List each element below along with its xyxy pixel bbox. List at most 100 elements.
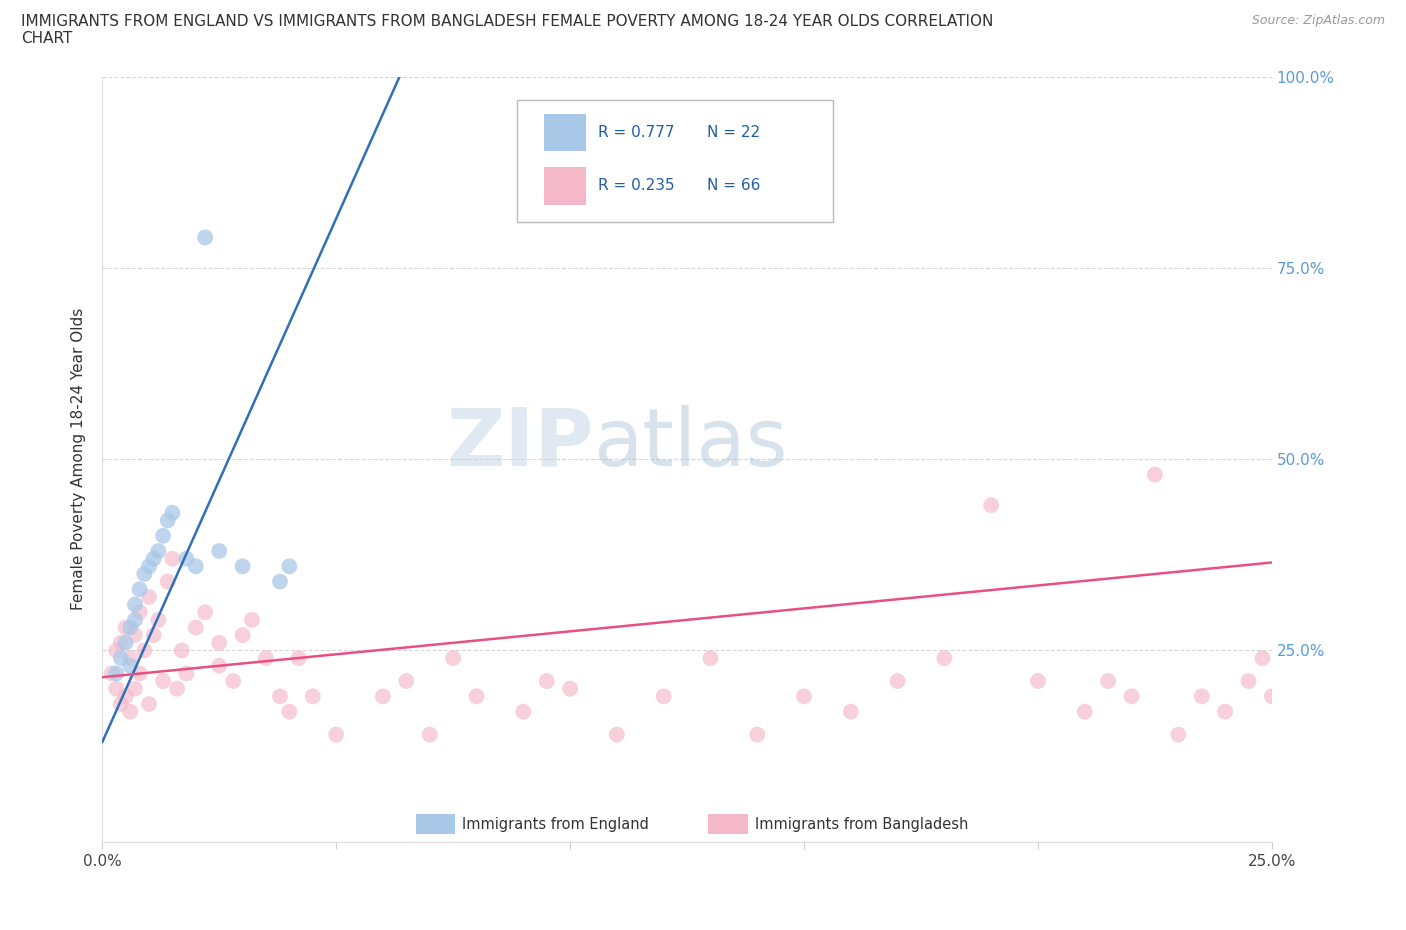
Point bbox=[124, 597, 146, 612]
Point bbox=[114, 620, 136, 635]
Point bbox=[176, 666, 198, 681]
Point bbox=[512, 704, 534, 719]
Point bbox=[269, 574, 291, 589]
Point bbox=[148, 613, 170, 628]
Point bbox=[1261, 689, 1284, 704]
Point bbox=[278, 704, 301, 719]
Point bbox=[1213, 704, 1236, 719]
Point bbox=[222, 673, 245, 688]
Point bbox=[128, 604, 150, 619]
Point bbox=[166, 682, 188, 697]
Point bbox=[170, 643, 193, 658]
Point bbox=[208, 544, 231, 559]
Point bbox=[105, 643, 128, 658]
Point bbox=[208, 635, 231, 650]
Point bbox=[980, 498, 1002, 512]
Text: R = 0.235: R = 0.235 bbox=[598, 179, 675, 193]
Text: N = 22: N = 22 bbox=[707, 125, 761, 140]
Point bbox=[100, 666, 122, 681]
Point bbox=[138, 590, 160, 604]
Point bbox=[128, 582, 150, 597]
Point bbox=[124, 613, 146, 628]
Point bbox=[110, 635, 132, 650]
Point bbox=[1097, 673, 1119, 688]
Text: R = 0.777: R = 0.777 bbox=[598, 125, 675, 140]
Point bbox=[441, 651, 464, 666]
Point bbox=[325, 727, 347, 742]
Point bbox=[1143, 467, 1166, 482]
Point bbox=[1074, 704, 1097, 719]
Point bbox=[152, 528, 174, 543]
Point bbox=[134, 643, 156, 658]
Point bbox=[184, 559, 207, 574]
Point bbox=[886, 673, 908, 688]
Point bbox=[699, 651, 721, 666]
Point bbox=[156, 513, 179, 528]
Point bbox=[124, 682, 146, 697]
Point bbox=[162, 551, 184, 566]
Point bbox=[114, 635, 136, 650]
Text: N = 66: N = 66 bbox=[707, 179, 761, 193]
Point bbox=[254, 651, 277, 666]
Text: IMMIGRANTS FROM ENGLAND VS IMMIGRANTS FROM BANGLADESH FEMALE POVERTY AMONG 18-24: IMMIGRANTS FROM ENGLAND VS IMMIGRANTS FR… bbox=[21, 14, 994, 29]
Point bbox=[138, 559, 160, 574]
Text: ZIP: ZIP bbox=[446, 405, 593, 483]
Point bbox=[395, 673, 418, 688]
Point bbox=[124, 628, 146, 643]
FancyBboxPatch shape bbox=[517, 100, 834, 222]
Point bbox=[278, 559, 301, 574]
Point bbox=[120, 704, 142, 719]
Text: Source: ZipAtlas.com: Source: ZipAtlas.com bbox=[1251, 14, 1385, 27]
Point bbox=[134, 566, 156, 581]
Point bbox=[240, 613, 263, 628]
Point bbox=[793, 689, 815, 704]
Point bbox=[120, 651, 142, 666]
FancyBboxPatch shape bbox=[544, 167, 586, 205]
Point bbox=[1237, 673, 1260, 688]
Point bbox=[1251, 651, 1274, 666]
Point bbox=[194, 604, 217, 619]
Point bbox=[152, 673, 174, 688]
Point bbox=[269, 689, 291, 704]
Point bbox=[652, 689, 675, 704]
Point bbox=[148, 544, 170, 559]
Point bbox=[105, 682, 128, 697]
Y-axis label: Female Poverty Among 18-24 Year Olds: Female Poverty Among 18-24 Year Olds bbox=[72, 308, 86, 610]
Point bbox=[747, 727, 769, 742]
Point bbox=[558, 682, 581, 697]
Point bbox=[162, 505, 184, 520]
Point bbox=[208, 658, 231, 673]
Point bbox=[606, 727, 628, 742]
Text: Immigrants from England: Immigrants from England bbox=[463, 817, 650, 831]
Point bbox=[1191, 689, 1213, 704]
Point bbox=[128, 666, 150, 681]
Point bbox=[301, 689, 323, 704]
Point bbox=[419, 727, 441, 742]
Text: atlas: atlas bbox=[593, 405, 787, 483]
Point bbox=[839, 704, 862, 719]
FancyBboxPatch shape bbox=[544, 113, 586, 151]
Point bbox=[232, 559, 254, 574]
Point bbox=[110, 651, 132, 666]
Text: CHART: CHART bbox=[21, 31, 73, 46]
Point bbox=[465, 689, 488, 704]
Point bbox=[156, 574, 179, 589]
Point bbox=[1121, 689, 1143, 704]
Point bbox=[142, 551, 165, 566]
Point bbox=[371, 689, 394, 704]
Point bbox=[184, 620, 207, 635]
Point bbox=[110, 697, 132, 711]
Point bbox=[120, 620, 142, 635]
Point bbox=[105, 666, 128, 681]
Point bbox=[1270, 673, 1292, 688]
Point bbox=[138, 697, 160, 711]
Point bbox=[142, 628, 165, 643]
Point bbox=[536, 673, 558, 688]
Point bbox=[1026, 673, 1049, 688]
Point bbox=[194, 230, 217, 245]
Point bbox=[1167, 727, 1189, 742]
Point bbox=[287, 651, 309, 666]
FancyBboxPatch shape bbox=[416, 814, 456, 834]
Point bbox=[176, 551, 198, 566]
Text: Immigrants from Bangladesh: Immigrants from Bangladesh bbox=[755, 817, 969, 831]
